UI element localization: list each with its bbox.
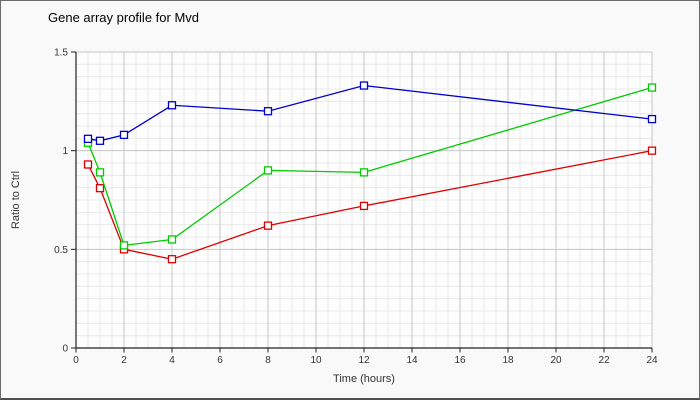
y-tick-label: 0 xyxy=(62,344,68,355)
series-blue-marker xyxy=(95,136,105,145)
y-tick-label: 1.5 xyxy=(54,48,68,59)
series-red-marker xyxy=(83,160,93,169)
series-blue-marker xyxy=(263,107,273,116)
series-red-marker xyxy=(95,184,105,193)
chart-title: Gene array profile for Mvd xyxy=(48,10,199,25)
x-tick-label: 0 xyxy=(73,355,79,366)
series-blue xyxy=(83,81,657,145)
y-tick-label: 0.5 xyxy=(54,245,68,256)
x-tick-label: 2 xyxy=(121,355,127,366)
series-green-marker xyxy=(647,83,657,92)
x-tick-label: 4 xyxy=(169,355,175,366)
series-blue-marker xyxy=(647,114,657,124)
series-green-marker xyxy=(359,168,369,177)
series-green-marker xyxy=(263,166,273,175)
series-green-marker xyxy=(119,241,129,250)
x-tick-label: 22 xyxy=(598,355,610,366)
x-tick-label: 18 xyxy=(502,355,514,366)
x-tick-label: 6 xyxy=(217,355,223,366)
x-tick-label: 14 xyxy=(406,355,418,366)
series-green-marker xyxy=(95,168,105,177)
x-tick-label: 24 xyxy=(646,355,658,366)
data-series-group xyxy=(83,81,657,264)
series-red-marker xyxy=(263,221,273,230)
x-tick-label: 20 xyxy=(550,355,562,366)
x-tick-label: 10 xyxy=(310,355,322,366)
x-tick-label: 16 xyxy=(454,355,466,366)
series-red-marker xyxy=(167,255,177,264)
axes xyxy=(71,51,653,353)
x-axis-title: Time (hours) xyxy=(333,373,395,385)
y-axis-title: Ratio to Ctrl xyxy=(10,171,22,229)
series-blue-marker xyxy=(83,134,93,143)
series-blue-marker xyxy=(167,101,177,110)
x-tick-label: 8 xyxy=(265,355,271,366)
y-tick-label: 1 xyxy=(62,146,68,157)
series-green-marker xyxy=(167,235,177,244)
series-red-marker xyxy=(647,146,657,155)
series-red-marker xyxy=(359,201,369,211)
x-tick-label: 12 xyxy=(358,355,370,366)
series-blue-marker xyxy=(119,130,129,140)
series-blue-marker xyxy=(359,81,369,90)
